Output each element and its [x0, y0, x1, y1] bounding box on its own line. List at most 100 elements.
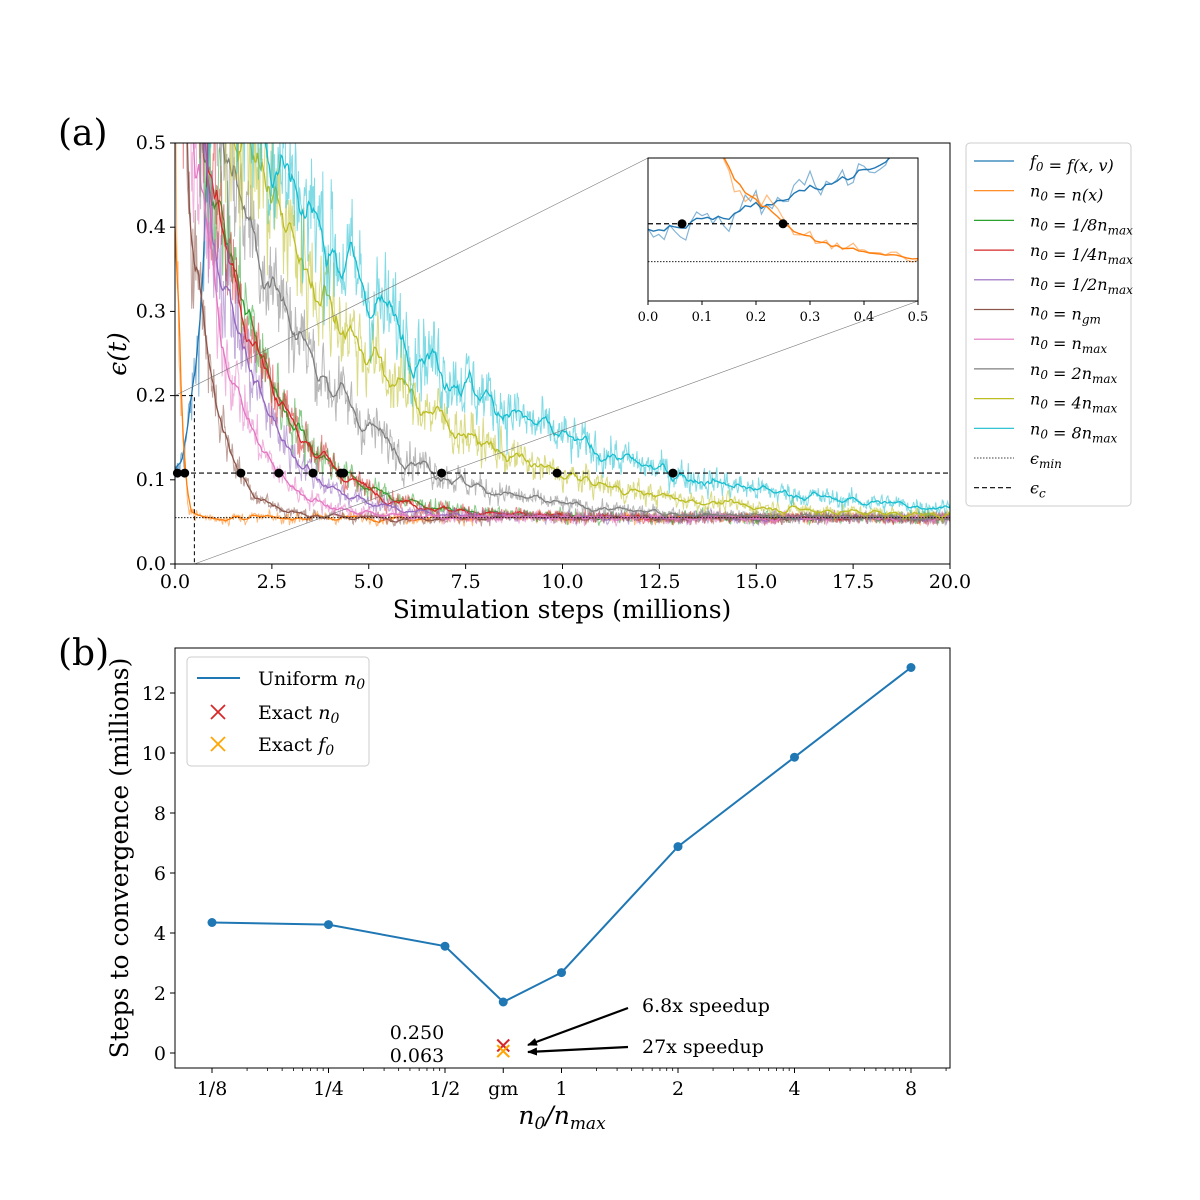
uniform-n0-point-1/8 [207, 918, 217, 927]
legend-a-label-ec: ϵc [1030, 479, 1046, 501]
b-xtick-label: gm [488, 1078, 518, 1100]
panel-a-xlabel: Simulation steps (millions) [393, 595, 732, 624]
inset-marker-0 [677, 219, 687, 229]
convergence-marker-7 [437, 468, 447, 478]
convergence-marker-8 [552, 468, 562, 478]
legend-a-label-8: n0 = 4nmax [1030, 390, 1118, 416]
a-xtick-label: 15.0 [735, 571, 777, 593]
a-xtick-label: 7.5 [451, 571, 481, 593]
convergence-marker-4 [308, 468, 318, 478]
legend-exact-n0-marker [210, 704, 226, 720]
a-xtick-label: 5.0 [354, 571, 384, 593]
panel-a-ylabel: ϵ(t) [103, 332, 132, 376]
a-xtick-label: 20.0 [929, 571, 971, 593]
legend-exact-f0-marker [210, 736, 226, 752]
zoom-connector-top [174, 157, 649, 396]
legend-a-label-7: n0 = 2nmax [1030, 360, 1118, 386]
speedup-annotation-f0: 27x speedup [642, 1036, 764, 1058]
exact-f0-value-label: 0.063 [390, 1045, 444, 1067]
legend-a-label-2: n0 = 1/8nmax [1030, 211, 1133, 237]
a-xtick-label: 17.5 [832, 571, 874, 593]
b-xtick-label: 4 [788, 1078, 800, 1100]
legend-a-label-0: f0 = f(x, v) [1029, 152, 1114, 175]
convergence-marker-5 [236, 468, 246, 478]
a-ytick-label: 0.3 [136, 300, 166, 322]
legend-a-label-emin: ϵmin [1030, 449, 1062, 471]
convergence-marker-6 [274, 468, 284, 478]
legend-uniform-label: Uniform n0 [258, 668, 365, 693]
uniform-n0-point-1 [557, 968, 566, 978]
b-ytick-label: 10 [142, 743, 166, 765]
a-ytick-label: 0.4 [136, 216, 166, 238]
panel-b-legend: Uniform n0 Exact n0 Exact f0 [186, 656, 370, 767]
series-raw-8 [224, 143, 950, 523]
inset-series-raw-1 [722, 158, 918, 263]
inset-marker-1 [778, 219, 788, 229]
b-ytick-label: 12 [142, 683, 166, 705]
inset-series-smooth-0 [648, 158, 891, 232]
panel-b-axes-frame [174, 647, 951, 1069]
uniform-n0-point-4 [790, 752, 799, 762]
legend-a-label-3: n0 = 1/4nmax [1030, 241, 1133, 267]
convergence-marker-1 [180, 468, 190, 478]
speedup-annotation-n0: 6.8x speedup [642, 995, 770, 1017]
uniform-n0-point-8 [906, 663, 916, 672]
legend-a-label-1: n0 = n(x) [1030, 182, 1103, 205]
a-xtick-label: 12.5 [638, 571, 680, 593]
b-xtick-label: 1 [555, 1078, 567, 1100]
b-xtick-label: 1/4 [313, 1078, 344, 1100]
inset-axes-frame [647, 157, 919, 302]
exact-n0-value-label: 0.250 [390, 1022, 444, 1044]
series-raw-7 [199, 143, 950, 527]
exact-point-0 [496, 1038, 510, 1053]
zoom-connector-bottom [194, 300, 919, 565]
inset-xtick-label: 0.4 [854, 310, 875, 325]
uniform-n0-point-gm [498, 997, 508, 1007]
series-raw-9 [208, 143, 950, 517]
inset-xtick-label: 0.3 [800, 310, 821, 325]
series-smooth-8 [233, 143, 950, 519]
legend-exact-f0-label: Exact f0 [258, 734, 334, 759]
panel-a: 0.0 2.5 5.0 7.5 10.0 12.5 15.0 17.5 20.0 0.00.10… [103, 132, 971, 624]
inset-xtick-label: 0.5 [908, 310, 929, 325]
legend-a-label-4: n0 = 1/2nmax [1030, 271, 1133, 297]
inset-series-raw-0 [648, 158, 890, 241]
uniform-n0-line [211, 666, 912, 1004]
a-ytick-label: 0.1 [136, 469, 166, 491]
uniform-n0-point-1/2 [440, 941, 450, 951]
b-ytick-label: 6 [154, 863, 166, 885]
b-xtick-label: 2 [672, 1078, 684, 1100]
series-smooth-7 [222, 143, 950, 521]
inset-xtick-label: 0.1 [692, 310, 713, 325]
convergence-marker-9 [668, 468, 678, 478]
speedup-arrow-n0 [527, 1006, 629, 1047]
convergence-marker-3 [336, 468, 346, 478]
a-ytick-label: 0.5 [136, 132, 166, 154]
b-xtick-label: 1/8 [197, 1078, 228, 1100]
inset-xtick-label: 0.2 [746, 310, 767, 325]
uniform-n0-point-1/4 [324, 920, 333, 930]
legend-exact-n0-label: Exact n0 [258, 702, 339, 727]
a-xtick-label: 2.5 [257, 571, 287, 593]
exact-point-1 [496, 1044, 510, 1058]
panel-a-inset: 0.0 0.1 0.2 0.3 0.4 0.5 [638, 157, 929, 325]
a-ytick-label: 0.2 [136, 385, 166, 407]
panel-a-legend: f0 = f(x, v) n0 = n(x) n0 = 1/8nmax n0 = 1/… [965, 142, 1133, 507]
panel-b-xlabel: n0/nmax [518, 1101, 606, 1134]
legend-a-label-9: n0 = 8nmax [1030, 419, 1118, 445]
b-xtick-label: 1/2 [430, 1078, 461, 1100]
b-ytick-label: 0 [154, 1043, 166, 1065]
legend-a-label-5: n0 = ngm [1030, 301, 1101, 327]
uniform-n0-point-2 [673, 842, 683, 852]
zoom-region-box [175, 395, 195, 564]
panel-b-ylabel: Steps to convergence (millions) [105, 658, 134, 1059]
b-ytick-label: 8 [154, 803, 166, 825]
legend-a-label-6: n0 = nmax [1030, 330, 1107, 356]
b-ytick-label: 2 [154, 983, 166, 1005]
panel-b-label: (b) [58, 633, 109, 674]
speedup-arrow-f0 [527, 1045, 629, 1056]
a-xtick-label: 0.0 [160, 571, 190, 593]
panel-a-label: (a) [58, 113, 108, 154]
